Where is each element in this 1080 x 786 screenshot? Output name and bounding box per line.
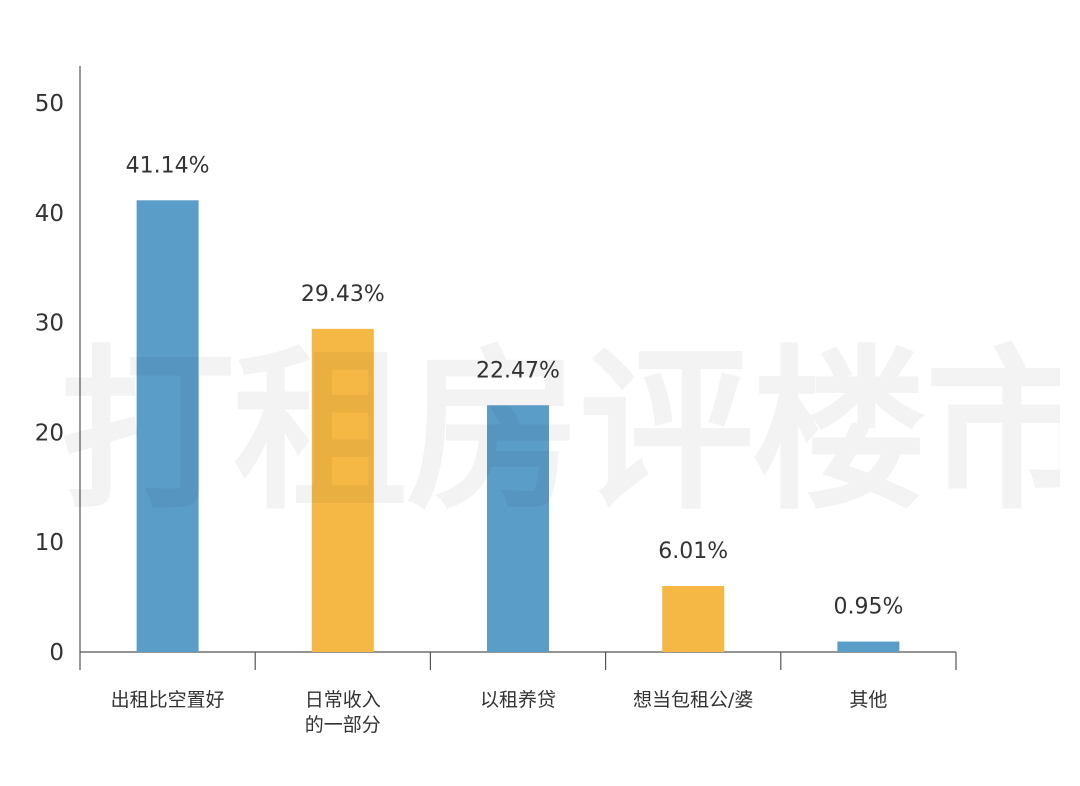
data-label: 22.47% — [476, 358, 560, 383]
y-tick-label: 30 — [35, 311, 64, 337]
bar — [487, 405, 549, 652]
data-label: 0.95% — [833, 595, 903, 620]
category-label: 出租比空置好 — [111, 689, 225, 711]
bars — [136, 200, 900, 652]
category-label: 以租养贷 — [480, 689, 556, 711]
category-label: 日常收入 — [305, 689, 381, 711]
y-axis: 0 10 20 30 40 50 — [35, 66, 81, 666]
x-axis — [79, 651, 957, 670]
category-label: 其他 — [849, 689, 887, 711]
bar — [311, 328, 374, 652]
y-tick-label: 10 — [35, 530, 64, 556]
bar — [662, 586, 725, 652]
category-label: 想当包租公/婆 — [633, 689, 753, 711]
data-labels: 41.14% 29.43% 22.47% 6.01% 0.95% — [126, 153, 904, 619]
data-label: 29.43% — [301, 282, 385, 307]
category-label: 的一部分 — [305, 714, 381, 736]
bar — [837, 641, 900, 652]
data-label: 6.01% — [658, 539, 728, 564]
y-tick-label: 0 — [49, 640, 64, 666]
y-tick-label: 40 — [35, 201, 64, 227]
y-tick-label: 20 — [35, 420, 64, 446]
y-tick-label: 50 — [35, 91, 64, 117]
bar — [136, 200, 199, 652]
data-label: 41.14% — [126, 153, 210, 178]
